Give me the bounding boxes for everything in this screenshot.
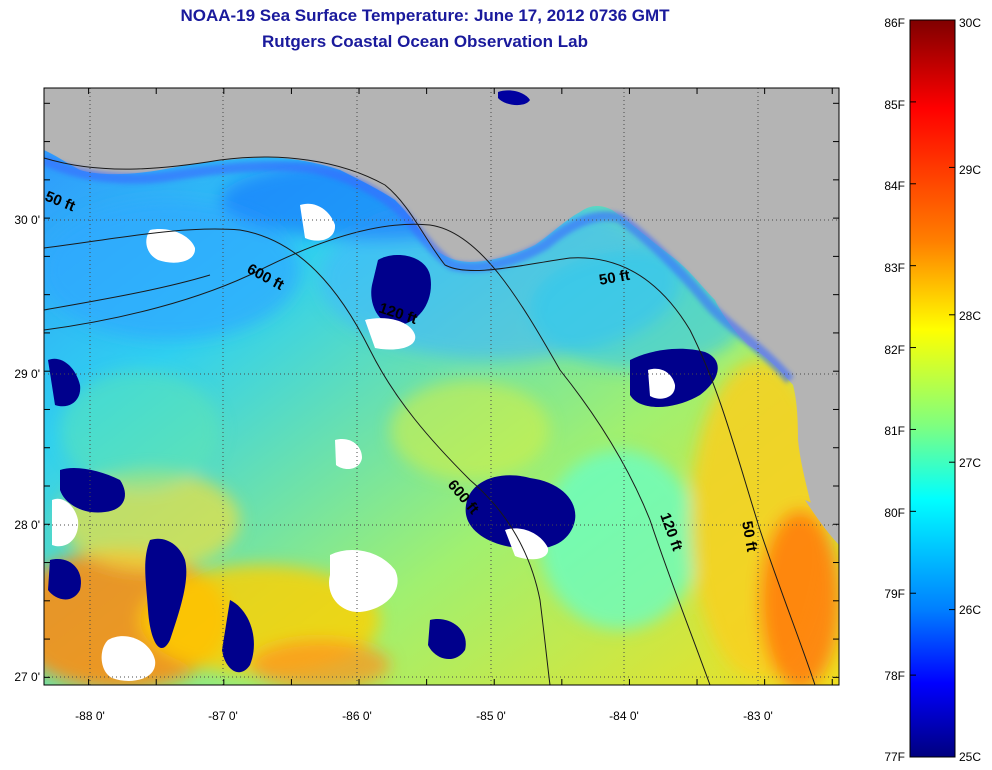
- colorbar-gradient: [909, 19, 956, 758]
- lon-tick-label: -87 0': [208, 709, 238, 723]
- colorbar-f-label: 79F: [884, 587, 905, 601]
- colorbar-ticks: [910, 19, 955, 758]
- cloud-patches: [52, 203, 676, 681]
- lon-tick-label: -85 0': [476, 709, 506, 723]
- lon-tick-labels: -88 0' -87 0' -86 0' -85 0' -84 0' -83 0…: [75, 709, 773, 723]
- colorbar: 86F 85F 84F 83F 82F 81F 80F 79F 78F 77F …: [884, 16, 981, 764]
- inland-water: [498, 90, 530, 106]
- figure-subtitle: Rutgers Coastal Ocean Observation Lab: [262, 32, 588, 51]
- lon-tick-label: -83 0': [743, 709, 773, 723]
- colorbar-f-label: 84F: [884, 179, 905, 193]
- colorbar-celsius-labels: 30C 29C 28C 27C 26C 25C: [959, 16, 981, 764]
- colorbar-f-label: 85F: [884, 98, 905, 112]
- depth-contours: [44, 156, 816, 685]
- colorbar-fahrenheit-labels: 86F 85F 84F 83F 82F 81F 80F 79F 78F 77F: [884, 16, 905, 764]
- lat-tick-label: 28 0': [14, 518, 40, 532]
- lon-tick-marks: [88, 88, 833, 685]
- colorbar-c-label: 26C: [959, 603, 981, 617]
- colorbar-f-label: 81F: [884, 424, 905, 438]
- colorbar-c-label: 30C: [959, 16, 981, 30]
- lon-tick-label: -86 0': [342, 709, 372, 723]
- coastal-water: [44, 155, 794, 384]
- colorbar-c-label: 29C: [959, 163, 981, 177]
- colorbar-f-label: 86F: [884, 16, 905, 30]
- lon-tick-label: -88 0': [75, 709, 105, 723]
- colorbar-f-label: 82F: [884, 343, 905, 357]
- figure-title: NOAA-19 Sea Surface Temperature: June 17…: [180, 6, 670, 25]
- colorbar-c-label: 28C: [959, 309, 981, 323]
- lat-tick-label: 30 0': [14, 213, 40, 227]
- cold-patches: [48, 255, 718, 673]
- depth-label-50ft-north: 50 ft: [598, 267, 631, 289]
- lat-tick-label: 27 0': [14, 670, 40, 684]
- depth-label-50ft-south: 50 ft: [738, 520, 760, 553]
- colorbar-c-label: 25C: [959, 750, 981, 764]
- colorbar-f-label: 78F: [884, 669, 905, 683]
- lat-tick-labels: 30 0' 29 0' 28 0' 27 0': [14, 213, 40, 684]
- map-grid: [44, 88, 839, 685]
- colorbar-f-label: 83F: [884, 261, 905, 275]
- map-frame: [43, 87, 840, 686]
- colorbar-c-label: 27C: [959, 456, 981, 470]
- land-mass-east-edge: [805, 500, 839, 545]
- lat-tick-label: 29 0': [14, 367, 40, 381]
- lon-tick-label: -84 0': [609, 709, 639, 723]
- map-area: 50 ft 600 ft 120 ft 50 ft 600 ft 120 ft …: [44, 88, 839, 685]
- colorbar-f-label: 77F: [884, 750, 905, 764]
- colorbar-f-label: 80F: [884, 506, 905, 520]
- lat-tick-marks: [44, 102, 839, 678]
- land-mass: [44, 88, 839, 540]
